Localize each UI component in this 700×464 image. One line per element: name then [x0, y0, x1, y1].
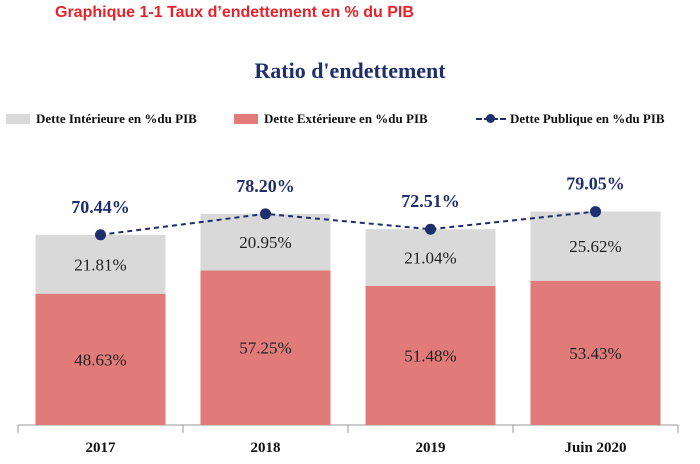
- line-dette-publique: [100, 210, 596, 236]
- data-label-publique: 70.44%: [71, 197, 130, 217]
- x-tick-label: 2018: [251, 440, 281, 456]
- bar-dette-interieure: [35, 234, 166, 294]
- data-label-exterieure: 53.43%: [569, 344, 621, 363]
- point-dette-publique: [95, 229, 106, 241]
- x-tick-label: 2019: [416, 440, 446, 456]
- figure-caption: Graphique 1-1 Taux d’endettement en % du…: [55, 4, 414, 21]
- data-label-publique: 79.05%: [566, 174, 625, 194]
- legend-label-exterieure: Dette Extérieure en %du PIB: [264, 111, 428, 126]
- data-label-interieure: 21.04%: [404, 249, 456, 268]
- legend-swatch-interieure: [6, 114, 30, 124]
- data-label-publique: 72.51%: [401, 191, 460, 211]
- data-label-exterieure: 51.48%: [404, 347, 456, 366]
- x-tick-label: Juin 2020: [564, 440, 626, 456]
- bar-dette-exterieure: [200, 270, 331, 425]
- legend-line-marker-icon: [476, 114, 506, 124]
- bar-dette-interieure: [530, 211, 661, 281]
- data-label-interieure: 25.62%: [569, 237, 621, 256]
- data-label-exterieure: 57.25%: [239, 339, 291, 358]
- bar-dette-interieure: [200, 213, 331, 271]
- point-dette-publique: [425, 223, 436, 235]
- data-label-interieure: 20.95%: [239, 233, 291, 252]
- legend-item-dette-interieure: Dette Intérieure en %du PIB: [6, 111, 197, 127]
- chart-title: Ratio d'endettement: [254, 58, 446, 83]
- point-dette-publique: [590, 206, 601, 218]
- legend-item-dette-exterieure: Dette Extérieure en %du PIB: [234, 111, 428, 127]
- point-dette-publique: [260, 208, 271, 220]
- data-label-interieure: 21.81%: [74, 255, 126, 274]
- legend-label-publique: Dette Publique en %du PIB: [510, 111, 665, 126]
- bar-dette-exterieure: [530, 280, 661, 425]
- x-tick-label: 2017: [86, 440, 117, 456]
- bar-dette-exterieure: [365, 286, 496, 425]
- legend-swatch-exterieure: [234, 114, 258, 124]
- legend-label-interieure: Dette Intérieure en %du PIB: [36, 111, 197, 126]
- chart-legend: Dette Intérieure en %du PIB Dette Extéri…: [0, 111, 700, 131]
- bar-dette-exterieure: [35, 293, 166, 425]
- bar-dette-interieure: [365, 229, 496, 287]
- legend-item-dette-publique: Dette Publique en %du PIB: [476, 111, 665, 127]
- data-label-exterieure: 48.63%: [74, 350, 126, 369]
- data-label-publique: 78.20%: [236, 176, 295, 196]
